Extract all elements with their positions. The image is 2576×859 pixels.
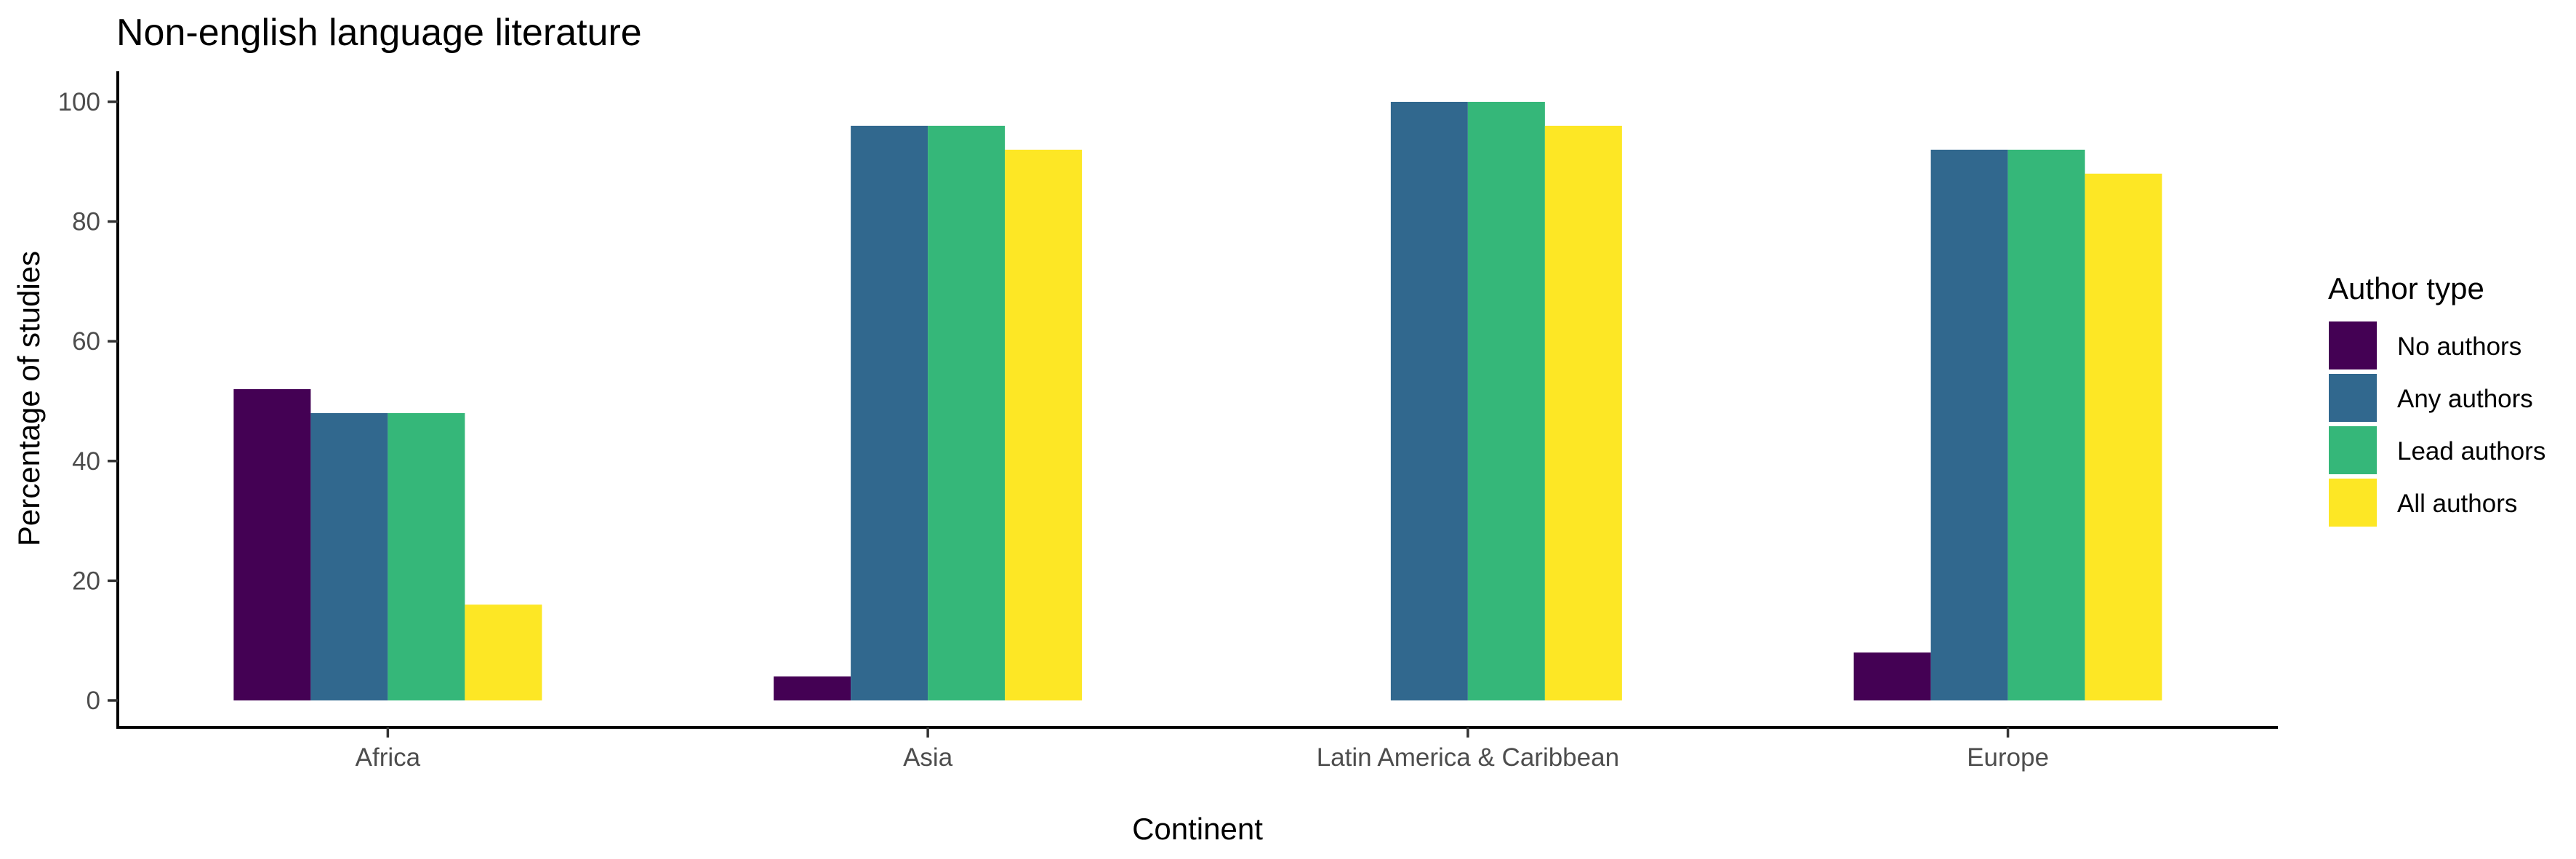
y-tick-label: 100: [58, 88, 100, 116]
bar-asia-no-authors: [774, 676, 851, 700]
bar-africa-all-authors: [465, 604, 542, 700]
y-tick-label: 20: [72, 567, 100, 595]
bar-asia-any-authors: [851, 125, 928, 701]
legend-title: Author type: [2328, 271, 2484, 305]
y-axis-title: Percentage of studies: [12, 251, 46, 546]
legend-key: [2329, 426, 2377, 474]
bar-europe-any-authors: [1930, 149, 2008, 701]
legend-key: [2329, 321, 2377, 369]
x-axis-title: Continent: [1132, 812, 1263, 846]
bar-asia-lead-authors: [928, 125, 1006, 701]
x-tick-label: Latin America & Caribbean: [1317, 743, 1619, 772]
bar-africa-lead-authors: [388, 412, 465, 700]
bar-europe-all-authors: [2085, 173, 2162, 700]
legend-label: No authors: [2397, 332, 2521, 361]
bar-africa-no-authors: [233, 389, 311, 700]
legend-label: All authors: [2397, 490, 2517, 518]
bar-europe-lead-authors: [2007, 149, 2085, 701]
legend: Author type No authors Any authors Lead au…: [2328, 271, 2545, 527]
y-tick-label: 80: [72, 208, 100, 236]
bar-asia-all-authors: [1005, 149, 1083, 701]
bar-latin-america-caribbean-all-authors: [1544, 125, 1622, 701]
x-tick-label: Europe: [1967, 743, 2049, 772]
y-tick-label: 40: [72, 447, 100, 476]
bar-africa-any-authors: [310, 412, 388, 700]
legend-key: [2329, 479, 2377, 527]
y-tick-label: 0: [87, 687, 100, 715]
y-axis-ticks: 0 20 40 60 80 100: [58, 88, 118, 715]
chart-title: Non-english language literature: [116, 12, 642, 54]
plot-area: [233, 102, 2162, 701]
y-tick-label: 60: [72, 327, 100, 356]
bar-europe-no-authors: [1853, 652, 1931, 700]
legend-label: Lead authors: [2397, 437, 2545, 466]
legend-label: Any authors: [2397, 385, 2533, 413]
x-tick-label: Asia: [903, 743, 953, 772]
bar-latin-america-caribbean-lead-authors: [1467, 102, 1545, 700]
x-axis-ticks: Africa Asia Latin America & Caribbean Europ…: [356, 727, 2049, 772]
bar-latin-america-caribbean-any-authors: [1390, 102, 1468, 700]
x-tick-label: Africa: [356, 743, 421, 772]
legend-key: [2329, 374, 2377, 422]
